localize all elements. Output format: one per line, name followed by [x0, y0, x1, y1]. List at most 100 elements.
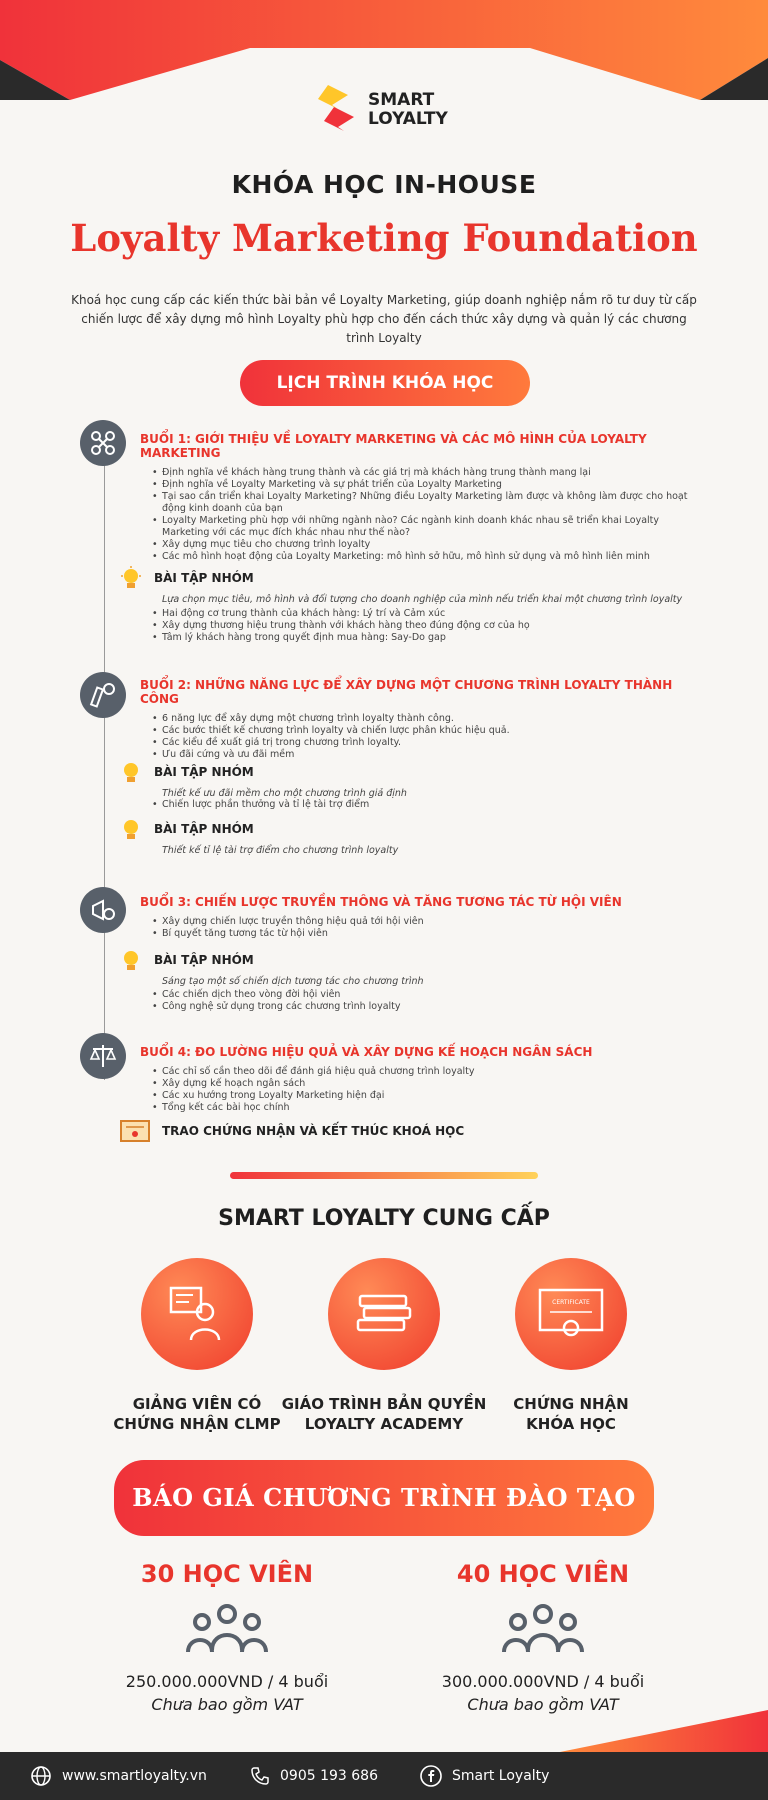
- offer-label-line1: GIẢNG VIÊN CÓ: [132, 1395, 262, 1413]
- session-3: BUỔI 3: CHIẾN LƯỢC TRUYỀN THÔNG VÀ TĂNG …: [140, 895, 700, 940]
- footer-phone[interactable]: 0905 193 686: [250, 1752, 378, 1800]
- pricing-plan-40: 40 HỌC VIÊN 300.000.000VND / 4 buổi Chưa…: [413, 1560, 673, 1714]
- session-2: BUỔI 2: NHỮNG NĂNG LỰC ĐỂ XÂY DỰNG MỘT C…: [140, 678, 700, 761]
- session-4-list: Các chỉ số cần theo dõi để đánh giá hiệu…: [140, 1066, 700, 1114]
- certificate-icon: [120, 1120, 150, 1142]
- list-item: 6 năng lực để xây dựng một chương trình …: [152, 713, 700, 725]
- session-2-title: BUỔI 2: NHỮNG NĂNG LỰC ĐỂ XÂY DỰNG MỘT C…: [140, 678, 673, 706]
- pricing-heading: BÁO GIÁ CHƯƠNG TRÌNH ĐÀO TẠO: [114, 1460, 654, 1536]
- list-item: Các chiến dịch theo vòng đời hội viên: [152, 989, 700, 1001]
- phone-number[interactable]: 0905 193 686: [280, 1768, 378, 1784]
- group-exercise-note: Thiết kế tỉ lệ tài trợ điểm cho chương t…: [162, 845, 399, 856]
- footer-facebook[interactable]: Smart Loyalty: [420, 1752, 549, 1800]
- timeline-line: [104, 430, 105, 1080]
- list-item: Tổng kết các bài học chính: [152, 1102, 700, 1114]
- smart-loyalty-logo-icon: [318, 85, 354, 131]
- offer-label-line2: CHỨNG NHẬN CLMP: [113, 1415, 281, 1433]
- session-2-group-exercise-1: BÀI TẬP NHÓM Thiết kế ưu đãi mềm cho một…: [120, 760, 700, 799]
- list-item: Bí quyết tăng tương tác từ hội viên: [152, 928, 700, 940]
- offer-label-line2: LOYALTY ACADEMY: [304, 1415, 464, 1433]
- group-exercise-note: Lựa chọn mục tiêu, mô hình và đối tượng …: [162, 594, 683, 605]
- footer-website[interactable]: www.smartloyalty.vn: [30, 1752, 207, 1800]
- list-item: Công nghệ sử dụng trong các chương trình…: [152, 1001, 700, 1013]
- plan-student-count: 40 HỌC VIÊN: [456, 1560, 630, 1588]
- session-2-node-icon: [80, 672, 126, 718]
- list-item: Các bước thiết kế chương trình loyalty v…: [152, 725, 700, 737]
- group-exercise-label: BÀI TẬP NHÓM: [154, 571, 254, 585]
- list-item: Các mô hình hoạt động của Loyalty Market…: [152, 551, 700, 563]
- certificate-icon: CERTIFICATE: [538, 1288, 604, 1337]
- offer-icon-circle: [328, 1258, 440, 1370]
- list-item: Định nghĩa về Loyalty Marketing và sự ph…: [152, 479, 700, 491]
- footer: www.smartloyalty.vn 0905 193 686 Smart L…: [0, 1752, 768, 1800]
- facebook-link[interactable]: Smart Loyalty: [452, 1768, 550, 1784]
- session-3-continued: Các chiến dịch theo vòng đời hội viên Cô…: [140, 989, 700, 1013]
- pricing-plan-30: 30 HỌC VIÊN 250.000.000VND / 4 buổi Chưa…: [97, 1560, 357, 1714]
- session-1-title: BUỔI 1: GIỚI THIỆU VỀ LOYALTY MARKETING …: [140, 432, 647, 460]
- list-item: Hai động cơ trung thành của khách hàng: …: [152, 608, 700, 620]
- logo-text-line2: LOYALTY: [368, 109, 448, 129]
- session-2-list-2: Chiến lược phần thưởng và tỉ lệ tài trợ …: [140, 799, 700, 811]
- list-item: Xây dựng thương hiệu trung thành với khá…: [152, 620, 700, 632]
- lightbulb-icon: [124, 820, 138, 839]
- lightbulb-icon: [121, 566, 141, 588]
- session-3-list-2: Các chiến dịch theo vòng đời hội viên Cô…: [140, 989, 700, 1013]
- list-item: Định nghĩa về khách hàng trung thành và …: [152, 467, 700, 479]
- offers-heading: SMART LOYALTY CUNG CẤP: [218, 1206, 550, 1231]
- globe-icon: [31, 1766, 51, 1786]
- section-divider: [230, 1172, 538, 1179]
- list-item: Loyalty Marketing phù hợp với những ngàn…: [152, 515, 700, 539]
- group-exercise-label: BÀI TẬP NHÓM: [154, 765, 254, 779]
- list-item: Xây dựng chiến lược truyền thông hiệu qu…: [152, 916, 700, 928]
- session-2-continued: Chiến lược phần thưởng và tỉ lệ tài trợ …: [140, 799, 700, 811]
- group-exercise-note: Thiết kế ưu đãi mềm cho một chương trình…: [162, 788, 407, 799]
- session-1-group-exercise: BÀI TẬP NHÓM Lựa chọn mục tiêu, mô hình …: [120, 566, 700, 605]
- list-item: Các chỉ số cần theo dõi để đánh giá hiệu…: [152, 1066, 700, 1078]
- course-intro: Khoá học cung cấp các kiến thức bài bản …: [71, 293, 697, 345]
- schedule-heading: LỊCH TRÌNH KHÓA HỌC: [240, 360, 530, 406]
- plan-vat-note: Chưa bao gồm VAT: [467, 1695, 619, 1714]
- balance-scale-icon: [89, 1045, 117, 1067]
- plan-student-count: 30 HỌC VIÊN: [140, 1560, 314, 1588]
- list-item: Tại sao cần triển khai Loyalty Marketing…: [152, 491, 700, 515]
- offer-label-line1: CHỨNG NHẬN: [513, 1395, 629, 1413]
- session-2-list: 6 năng lực để xây dựng một chương trình …: [140, 713, 700, 761]
- group-exercise-label: BÀI TẬP NHÓM: [154, 822, 254, 836]
- session-1-list-2: Hai động cơ trung thành của khách hàng: …: [140, 608, 700, 644]
- list-item: Chiến lược phần thưởng và tỉ lệ tài trợ …: [152, 799, 700, 811]
- group-exercise-label: BÀI TẬP NHÓM: [154, 953, 254, 967]
- page-title: Loyalty Marketing Foundation: [70, 216, 698, 260]
- brand-logo[interactable]: SMART LOYALTY: [318, 84, 458, 136]
- session-4-node-icon: [80, 1033, 126, 1079]
- plan-price: 300.000.000VND / 4 buổi: [441, 1672, 645, 1691]
- network-icon: [91, 431, 115, 455]
- list-item: Các kiểu đề xuất giá trị trong chương tr…: [152, 737, 700, 749]
- offer-label-line1: GIÁO TRÌNH BẢN QUYỀN: [281, 1395, 487, 1413]
- session-3-title: BUỔI 3: CHIẾN LƯỢC TRUYỀN THÔNG VÀ TĂNG …: [140, 895, 622, 909]
- list-item: Xây dựng mục tiêu cho chương trình loyal…: [152, 539, 700, 551]
- phone-icon: [251, 1767, 269, 1785]
- session-3-list: Xây dựng chiến lược truyền thông hiệu qu…: [140, 916, 700, 940]
- session-1-continued: Hai động cơ trung thành của khách hàng: …: [140, 608, 700, 644]
- page-subtitle: KHÓA HỌC IN-HOUSE: [231, 170, 537, 199]
- session-4: BUỔI 4: ĐO LƯỜNG HIỆU QUẢ VÀ XÂY DỰNG KẾ…: [140, 1045, 700, 1114]
- group-exercise-note: Sáng tạo một số chiến dịch tương tác cho…: [162, 976, 424, 987]
- closing-label: TRAO CHỨNG NHẬN VÀ KẾT THÚC KHOÁ HỌC: [162, 1124, 465, 1138]
- plan-price: 250.000.000VND / 4 buổi: [125, 1672, 329, 1691]
- session-2-group-exercise-2: BÀI TẬP NHÓM Thiết kế tỉ lệ tài trợ điểm…: [120, 817, 700, 856]
- group-people-icon: [502, 1604, 584, 1653]
- books-icon: [356, 1294, 412, 1332]
- lightbulb-icon: [124, 763, 138, 782]
- session-1-list: Định nghĩa về khách hàng trung thành và …: [140, 467, 700, 563]
- megaphone-icon: [92, 899, 115, 921]
- course-closing: TRAO CHỨNG NHẬN VÀ KẾT THÚC KHOÁ HỌC: [120, 1120, 700, 1142]
- offer-certificate: CERTIFICATE CHỨNG NHẬN KHÓA HỌC: [466, 1258, 676, 1434]
- session-3-group-exercise: BÀI TẬP NHÓM Sáng tạo một số chiến dịch …: [120, 948, 700, 987]
- session-3-node-icon: [80, 887, 126, 933]
- session-4-title: BUỔI 4: ĐO LƯỜNG HIỆU QUẢ VÀ XÂY DỰNG KẾ…: [140, 1045, 593, 1059]
- list-item: Ưu đãi cứng và ưu đãi mềm: [152, 749, 700, 761]
- offer-label: GIÁO TRÌNH BẢN QUYỀN LOYALTY ACADEMY: [279, 1394, 489, 1434]
- website-link[interactable]: www.smartloyalty.vn: [62, 1768, 207, 1784]
- plan-vat-note: Chưa bao gồm VAT: [151, 1695, 303, 1714]
- list-item: Xây dựng kế hoạch ngân sách: [152, 1078, 700, 1090]
